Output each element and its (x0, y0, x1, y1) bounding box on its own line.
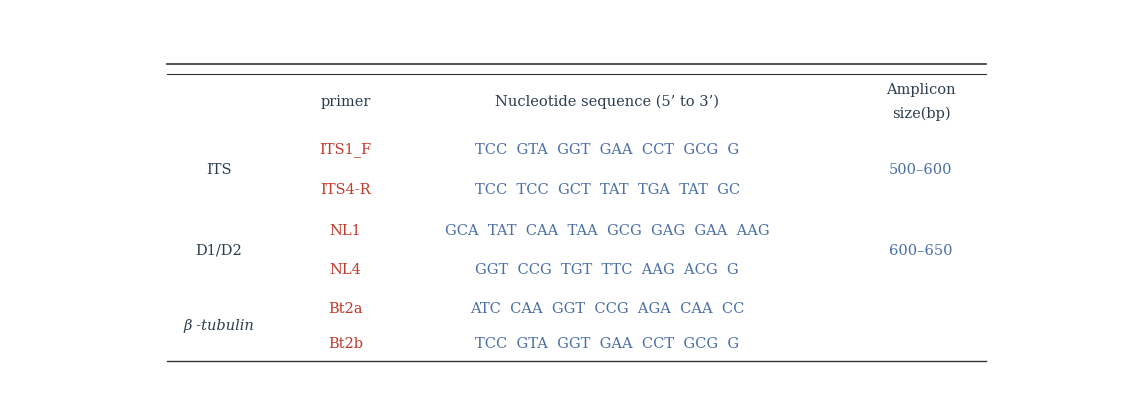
Text: TCC  TCC  GCT  TAT  TGA  TAT  GC: TCC TCC GCT TAT TGA TAT GC (475, 183, 739, 197)
Text: NL4: NL4 (330, 263, 361, 277)
Text: β -tubulin: β -tubulin (183, 319, 254, 333)
Text: TCC  GTA  GGT  GAA  CCT  GCG  G: TCC GTA GGT GAA CCT GCG G (475, 337, 739, 351)
Text: 500–600: 500–600 (889, 163, 953, 177)
Text: ITS: ITS (206, 163, 232, 177)
Text: Amplicon: Amplicon (886, 83, 956, 97)
Text: ATC  CAA  GGT  CCG  AGA  CAA  CC: ATC CAA GGT CCG AGA CAA CC (470, 301, 745, 316)
Text: NL1: NL1 (330, 224, 361, 239)
Text: GGT  CCG  TGT  TTC  AAG  ACG  G: GGT CCG TGT TTC AAG ACG G (475, 263, 739, 277)
Text: D1/D2: D1/D2 (196, 244, 243, 258)
Text: Nucleotide sequence (5’ to 3’): Nucleotide sequence (5’ to 3’) (495, 95, 719, 109)
Text: ITS4-R: ITS4-R (321, 183, 371, 197)
Text: TCC  GTA  GGT  GAA  CCT  GCG  G: TCC GTA GGT GAA CCT GCG G (475, 143, 739, 156)
Text: Bt2a: Bt2a (328, 301, 362, 316)
Text: ITS1_F: ITS1_F (319, 142, 371, 157)
Text: 600–650: 600–650 (889, 244, 953, 258)
Text: primer: primer (321, 95, 371, 109)
Text: GCA  TAT  CAA  TAA  GCG  GAG  GAA  AAG: GCA TAT CAA TAA GCG GAG GAA AAG (444, 224, 770, 239)
Text: size(bp): size(bp) (892, 107, 951, 121)
Text: Bt2b: Bt2b (328, 337, 363, 351)
